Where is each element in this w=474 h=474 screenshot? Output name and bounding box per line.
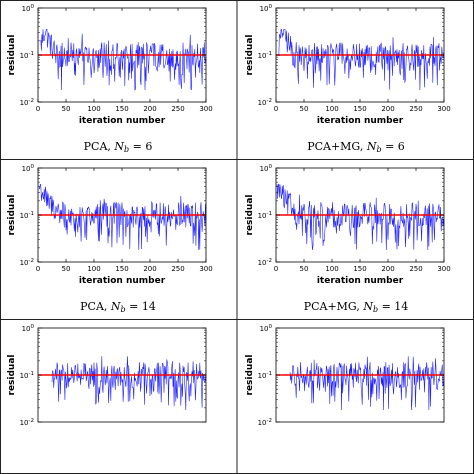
chart-panel: 10-2 10-1 100 0 50 100 150 200 250 300 residual ite… [245,4,451,154]
x-tick-label: 0 [36,105,40,113]
y-tick-label: 10-2 [20,418,34,427]
y-tick-label: 10-1 [20,371,34,380]
y-tick-label: 10-2 [258,258,272,267]
y-axis-label: residual [245,195,255,236]
x-tick-label: 0 [274,105,278,113]
y-tick-label: 10-1 [258,51,272,60]
y-axis-label: residual [7,35,17,76]
y-tick-label: 10-1 [20,51,34,60]
x-tick-label: 50 [300,105,309,113]
residual-series-line [51,356,206,411]
x-tick-label: 100 [87,105,100,113]
y-tick-label: 10-2 [20,258,34,267]
x-axis-label: iteration number [79,276,166,286]
x-tick-label: 100 [325,265,338,273]
x-tick-label: 150 [115,105,128,113]
residual-series-line [289,356,444,411]
x-tick-label: 150 [115,265,128,273]
residual-series-line [38,183,206,251]
x-tick-label: 250 [171,265,184,273]
x-axis-label: iteration number [317,276,404,286]
y-tick-label: 10-1 [258,211,272,220]
x-tick-label: 200 [381,105,394,113]
x-tick-label: 250 [409,265,422,273]
panel-caption: PCA, Nb = 6 [84,140,153,154]
panel-caption: PCA+MG, Nb = 14 [304,300,409,314]
x-tick-label: 50 [62,265,71,273]
y-axis-label: residual [7,195,17,236]
y-tick-label: 10-1 [258,371,272,380]
chart-panel: 10-2 10-1 100 residual [245,324,445,427]
panel-caption: PCA, Nb = 14 [80,300,156,314]
x-tick-label: 50 [300,265,309,273]
x-tick-label: 100 [325,105,338,113]
y-axis-label: residual [245,355,255,396]
x-tick-label: 150 [353,265,366,273]
y-tick-label: 10-2 [258,98,272,107]
y-axis-label: residual [7,355,17,396]
y-tick-label: 10-2 [20,98,34,107]
y-tick-label: 100 [260,324,273,333]
y-tick-label: 100 [22,324,35,333]
x-tick-label: 200 [381,265,394,273]
x-tick-label: 250 [409,105,422,113]
x-tick-label: 50 [62,105,71,113]
y-axis-label: residual [245,35,255,76]
chart-panel: 10-2 10-1 100 0 50 100 150 200 250 300 residual ite… [245,164,451,314]
residual-series-line [40,29,206,91]
x-tick-label: 150 [353,105,366,113]
x-tick-label: 0 [36,265,40,273]
residual-series-line [278,29,444,91]
chart-panel: 10-2 10-1 100 residual [7,324,207,427]
x-axis-label: iteration number [79,116,166,126]
chart-panel: 10-2 10-1 100 0 50 100 150 200 250 300 residual ite… [7,4,213,154]
x-tick-label: 100 [87,265,100,273]
x-tick-label: 300 [437,265,450,273]
x-tick-label: 200 [143,105,156,113]
x-tick-label: 0 [274,265,278,273]
y-tick-label: 100 [22,164,35,173]
residual-series-line [276,183,444,251]
y-tick-label: 100 [260,4,273,13]
y-tick-label: 10-2 [258,418,272,427]
x-tick-label: 300 [199,265,212,273]
y-tick-label: 100 [22,4,35,13]
x-tick-label: 300 [199,105,212,113]
x-tick-label: 250 [171,105,184,113]
chart-panel: 10-2 10-1 100 0 50 100 150 200 250 300 residual ite… [7,164,213,314]
x-tick-label: 200 [143,265,156,273]
y-tick-label: 100 [260,164,273,173]
y-tick-label: 10-1 [20,211,34,220]
x-axis-label: iteration number [317,116,404,126]
x-tick-label: 300 [437,105,450,113]
panel-caption: PCA+MG, Nb = 6 [307,140,405,154]
